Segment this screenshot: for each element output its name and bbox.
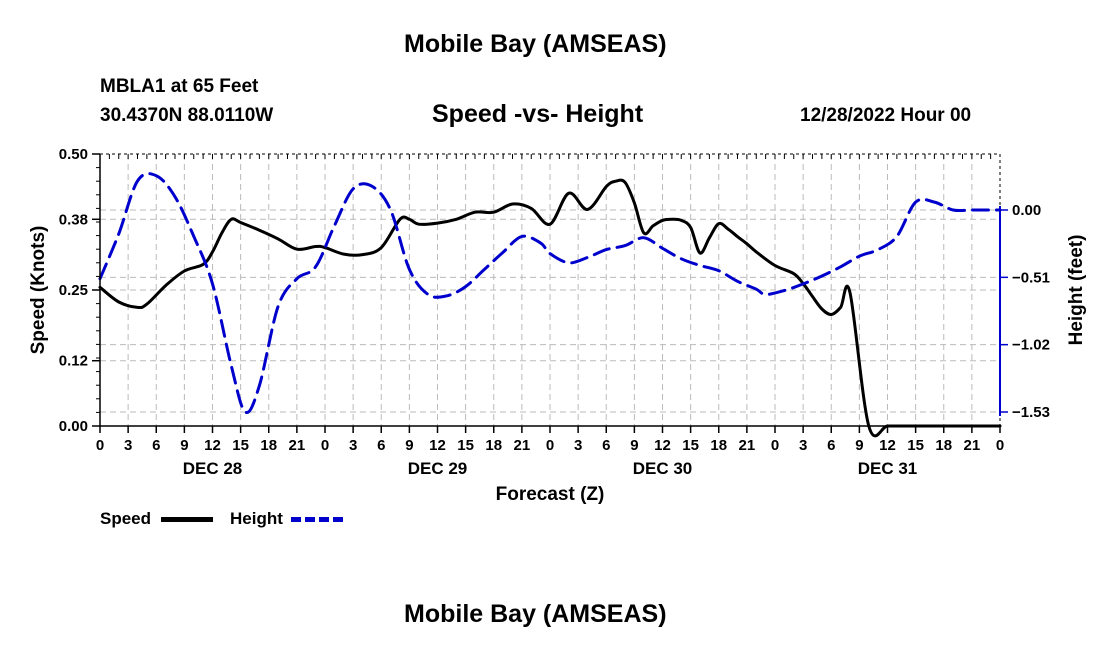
x-tick-label: 15 xyxy=(682,437,699,454)
x-tick-label: 12 xyxy=(654,437,671,454)
legend-speed-swatch xyxy=(161,517,213,522)
x-tick-label: 3 xyxy=(799,437,807,454)
footer-chart-title: Mobile Bay (AMSEAS) xyxy=(404,600,667,628)
x-tick-label: 9 xyxy=(180,437,188,454)
legend-height-label: Height xyxy=(230,509,283,528)
y-tick-label: 0.38 xyxy=(59,211,88,228)
y-tick-label: 0.25 xyxy=(59,282,88,299)
legend-speed-label: Speed xyxy=(100,509,152,528)
x-tick-label: 12 xyxy=(204,437,221,454)
y2-tick-label: 0.00 xyxy=(1012,202,1041,219)
x-tick-label: 0 xyxy=(321,437,329,454)
x-tick-label: 18 xyxy=(485,437,502,454)
x-tick-label: 18 xyxy=(260,437,277,454)
grid-layer xyxy=(100,154,1000,426)
x-tick-label: 0 xyxy=(96,437,104,454)
series-speed-line xyxy=(98,178,1002,438)
series-layer xyxy=(98,172,1002,438)
x-tick-label: 6 xyxy=(827,437,835,454)
x-tick-label: 12 xyxy=(879,437,896,454)
x-tick-label: 6 xyxy=(152,437,160,454)
x-tick-label: 0 xyxy=(771,437,779,454)
x-tick-label: 3 xyxy=(574,437,582,454)
y-axis-title: Speed (Knots) xyxy=(28,226,49,355)
x-tick-label: 18 xyxy=(710,437,727,454)
y2-tick-label: −1.53 xyxy=(1012,404,1050,421)
x-tick-label: 21 xyxy=(964,437,981,454)
day-label: DEC 28 xyxy=(183,459,243,478)
x-tick-label: 21 xyxy=(289,437,306,454)
x-tick-label: 9 xyxy=(405,437,413,454)
day-label: DEC 31 xyxy=(858,459,918,478)
x-tick-label: 6 xyxy=(602,437,610,454)
x-tick-label: 15 xyxy=(232,437,249,454)
x-tick-label: 0 xyxy=(996,437,1004,454)
y-tick-label: 0.12 xyxy=(59,353,88,370)
x-tick-label: 21 xyxy=(514,437,531,454)
chart-subtitle: Speed -vs- Height xyxy=(432,100,644,128)
y2-tick-label: −0.51 xyxy=(1012,269,1050,286)
x-tick-label: 21 xyxy=(739,437,756,454)
labels-layer: 0.00 0.12 0.25 0.38 0.50 −1.53 −1.02 −0.51 0.00 0… xyxy=(28,146,1087,505)
legend-height-swatch xyxy=(291,517,343,522)
y2-axis-title: Height (feet) xyxy=(1066,235,1087,346)
x-tick-label: 18 xyxy=(935,437,952,454)
day-label: DEC 29 xyxy=(408,459,468,478)
x-tick-label: 0 xyxy=(546,437,554,454)
x-tick-label: 3 xyxy=(124,437,132,454)
station-name-depth: MBLA1 at 65 Feet xyxy=(100,76,259,97)
y-tick-label: 0.00 xyxy=(59,418,88,435)
y2-tick-label: −1.02 xyxy=(1012,337,1050,354)
x-tick-label: 9 xyxy=(630,437,638,454)
x-tick-label: 9 xyxy=(855,437,863,454)
x-tick-label: 3 xyxy=(349,437,357,454)
series-height-line xyxy=(98,172,1002,415)
x-axis-title: Forecast (Z) xyxy=(496,484,605,505)
day-label: DEC 30 xyxy=(633,459,693,478)
y-tick-label: 0.50 xyxy=(59,146,88,163)
station-coordinates: 30.4370N 88.0110W xyxy=(100,105,274,126)
forecast-timestamp: 12/28/2022 Hour 00 xyxy=(800,105,972,126)
chart-main-title: Mobile Bay (AMSEAS) xyxy=(404,30,667,58)
ticks-layer xyxy=(92,153,1008,433)
x-tick-label: 12 xyxy=(429,437,446,454)
x-tick-label: 15 xyxy=(907,437,924,454)
x-tick-label: 6 xyxy=(377,437,385,454)
x-tick-label: 15 xyxy=(457,437,474,454)
